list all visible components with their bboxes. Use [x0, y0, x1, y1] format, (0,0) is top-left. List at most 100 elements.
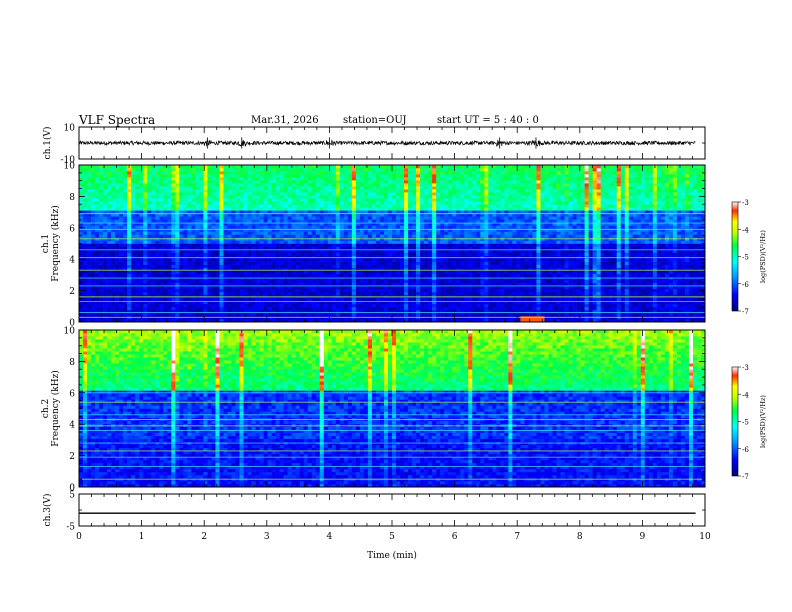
- spectrogram-cell: [648, 312, 654, 317]
- spectrogram-cell: [295, 258, 300, 262]
- spectrogram-cell: [668, 249, 674, 253]
- spectrogram-cell: [560, 249, 565, 253]
- spectrogram-cell: [600, 258, 605, 262]
- spectrogram-cell: [596, 231, 601, 235]
- spectrogram-cell: [103, 318, 108, 323]
- spectrogram-cell: [616, 267, 622, 271]
- spectrogram-cell: [139, 309, 144, 314]
- spectrogram-cell: [331, 309, 337, 314]
- spectrogram-cell: [259, 282, 264, 287]
- spectrogram-cell: [355, 231, 361, 235]
- spectrogram-cell: [652, 228, 658, 232]
- spectrogram-cell: [680, 243, 686, 247]
- spectrogram-cell: [480, 318, 485, 323]
- spectrogram-cell: [295, 270, 300, 274]
- spectrogram-cell: [476, 288, 481, 293]
- spectrogram-cell: [115, 267, 120, 271]
- spectrogram-cell: [219, 288, 224, 293]
- spectrogram-cell: [339, 291, 345, 296]
- spectrogram-cell: [387, 306, 393, 311]
- spectrogram-cell: [424, 309, 429, 314]
- spectrogram-cell: [383, 240, 389, 244]
- spectrogram-cell: [315, 300, 321, 305]
- spectrogram-cell: [375, 249, 381, 253]
- spectrogram-cell: [516, 291, 521, 296]
- spectrogram-cell: [183, 261, 188, 265]
- spectrogram-cell: [119, 240, 124, 244]
- spectrogram-cell: [596, 306, 601, 311]
- spectrogram-cell: [267, 234, 272, 238]
- spectrogram-cell: [448, 282, 453, 287]
- spectrogram-cell: [552, 231, 557, 235]
- spectrogram-cell: [684, 243, 690, 247]
- spectrogram-cell: [660, 309, 666, 314]
- spectrogram-cell: [616, 312, 622, 317]
- spectrogram-cell: [624, 285, 630, 290]
- spectrogram-cell: [351, 312, 357, 317]
- spectrogram-cell: [468, 288, 473, 293]
- spectrogram-cell: [331, 264, 337, 268]
- spectrogram-cell: [644, 258, 650, 262]
- spectrogram-cell: [195, 309, 200, 314]
- spectrogram-cell: [347, 288, 353, 293]
- spectrogram-cell: [355, 288, 361, 293]
- spectrogram-cell: [628, 309, 634, 314]
- spectrogram-cell: [275, 228, 280, 232]
- spectrogram-cell: [396, 318, 401, 323]
- spectrogram-cell: [420, 312, 425, 317]
- spectrogram-cell: [295, 318, 300, 323]
- spectrogram-cell: [115, 291, 120, 296]
- spectrogram-cell: [187, 267, 192, 271]
- spectrogram-cell: [303, 240, 309, 244]
- spectrogram-cell: [672, 297, 678, 302]
- spectrogram-cell: [444, 231, 449, 235]
- spectrogram-cell: [696, 297, 702, 302]
- spectrogram-cell: [79, 279, 84, 284]
- spectrogram-cell: [143, 270, 148, 274]
- spectrogram-cell: [355, 261, 361, 265]
- spectrogram-cell: [191, 270, 196, 274]
- spectrogram-cell: [279, 318, 284, 323]
- spectrogram-cell: [684, 309, 690, 314]
- spectrogram-cell: [496, 234, 501, 238]
- spectrogram-cell: [652, 234, 658, 238]
- spectrogram-cell: [127, 267, 132, 271]
- spectrogram-cell: [516, 246, 521, 250]
- spectrogram-cell: [287, 258, 292, 262]
- spectrogram-cell: [676, 252, 682, 256]
- spectrogram-cell: [375, 264, 381, 268]
- spectrogram-cell: [480, 252, 485, 256]
- spectrogram-cell: [355, 309, 361, 314]
- spectrogram-cell: [516, 306, 521, 311]
- spectrogram-cell: [552, 288, 557, 293]
- spectrogram-cell: [416, 303, 421, 308]
- spectrogram-cell: [684, 282, 690, 287]
- spectrogram-cell: [436, 306, 441, 311]
- spectrogram-cell: [167, 273, 172, 278]
- spectrogram-cell: [680, 267, 686, 271]
- spectrogram-cell: [592, 291, 597, 296]
- spectrogram-cell: [363, 246, 369, 250]
- spectrogram-cell: [648, 228, 654, 232]
- spectrogram-cell: [504, 261, 509, 265]
- spectrogram-cell: [564, 312, 569, 317]
- spectrogram-cell: [255, 240, 260, 244]
- spectrogram-cell: [347, 249, 353, 253]
- spectrogram-cell: [572, 264, 577, 268]
- spectrogram-cell: [375, 303, 381, 308]
- spectrogram-cell: [644, 228, 650, 232]
- spectrogram-cell: [199, 270, 204, 274]
- spectrogram-cell: [444, 300, 449, 305]
- spectrogram-cell: [632, 249, 638, 253]
- spectrogram-cell: [400, 270, 405, 274]
- spectrogram-cell: [504, 312, 509, 317]
- spectrogram-cell: [620, 231, 626, 235]
- spectrogram-cell: [528, 246, 533, 250]
- spectrogram-cell: [167, 243, 172, 247]
- spectrogram-cell: [440, 249, 445, 253]
- spectrogram-cell: [660, 234, 666, 238]
- spectrogram-cell: [227, 225, 232, 229]
- spectrogram-cell: [584, 300, 589, 305]
- spectrogram-cell: [460, 264, 465, 268]
